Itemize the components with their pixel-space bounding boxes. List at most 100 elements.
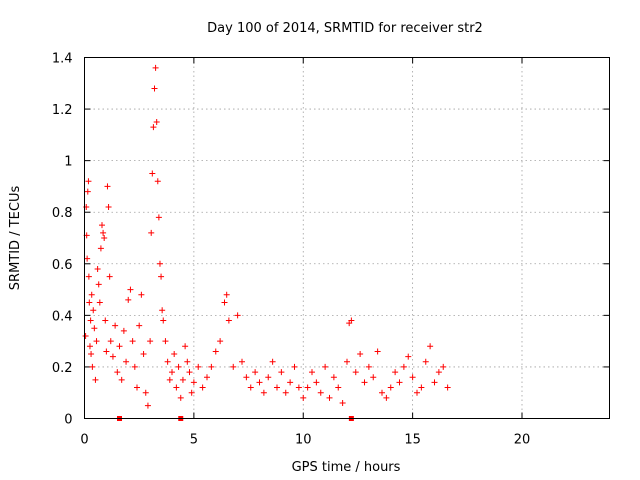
data-point [99, 222, 105, 229]
grid-layer [84, 57, 610, 419]
data-point [309, 369, 315, 376]
data-point [148, 229, 155, 236]
data-point [85, 178, 92, 185]
x-tick-label: 0 [80, 433, 88, 448]
data-point [101, 235, 108, 241]
data-point [247, 384, 254, 391]
data-series-srmtid [82, 64, 451, 421]
data-point [103, 348, 110, 355]
data-point [230, 363, 237, 370]
data-point [164, 358, 171, 365]
data-point [379, 389, 385, 396]
data-point [147, 338, 154, 345]
data-point [123, 358, 130, 365]
data-point [383, 394, 390, 401]
data-point [223, 291, 230, 298]
x-tick-label: 20 [514, 433, 531, 448]
data-point [156, 260, 163, 267]
data-point [136, 322, 143, 329]
data-point [85, 273, 92, 280]
data-point [125, 296, 132, 303]
data-point [84, 188, 91, 195]
data-point [86, 299, 93, 306]
data-point [418, 384, 425, 391]
data-point [234, 312, 241, 319]
data-point [335, 384, 342, 391]
data-point [129, 338, 136, 345]
y-tick-label: 1.4 [52, 52, 73, 67]
data-point [282, 389, 289, 396]
x-tick-label: 5 [190, 433, 198, 448]
data-point [175, 363, 182, 370]
data-point [89, 363, 96, 370]
data-point [387, 384, 394, 391]
data-point [127, 286, 134, 293]
data-point [138, 291, 145, 298]
data-point [82, 332, 89, 339]
data-point [365, 363, 372, 370]
data-point [160, 317, 167, 324]
tick-layer: 0 0.2 0.4 0.6 0.8 1 1.2 1.4 0 5 10 15 20 [52, 52, 610, 448]
data-point [131, 363, 138, 370]
data-point [94, 265, 101, 272]
data-point [265, 374, 272, 381]
data-point [348, 317, 355, 324]
plot-frame [84, 57, 610, 419]
data-point [409, 374, 416, 381]
data-point [91, 325, 98, 332]
data-point [84, 255, 91, 262]
y-tick-label: 0.8 [52, 206, 73, 221]
data-point [414, 389, 420, 396]
data-point [182, 343, 189, 350]
y-tick-label: 1.2 [52, 103, 73, 118]
data-point [221, 299, 228, 306]
data-point [300, 394, 307, 401]
data-point [151, 85, 158, 92]
data-point [171, 351, 178, 358]
data-point [435, 369, 442, 376]
data-point [154, 178, 161, 185]
data-point [291, 363, 298, 370]
data-point [188, 389, 195, 396]
data-point [444, 384, 451, 391]
data-point [239, 358, 245, 365]
data-point [134, 384, 140, 391]
data-point [304, 384, 311, 391]
data-point [107, 338, 114, 345]
data-point [256, 379, 263, 386]
data-point [140, 351, 147, 358]
data-point [150, 124, 157, 131]
data-point [204, 374, 210, 381]
data-point [159, 307, 166, 314]
data-point [109, 353, 116, 360]
data-point [274, 384, 280, 391]
data-point [287, 379, 294, 386]
data-point [195, 363, 202, 370]
data-point [179, 376, 186, 383]
data-point [190, 379, 197, 386]
data-point [169, 369, 175, 376]
data-point [361, 379, 368, 386]
data-point [87, 317, 94, 324]
data-point [93, 338, 100, 345]
data-point [162, 338, 169, 345]
data-point [370, 374, 377, 381]
data-point [199, 384, 206, 391]
data-point [400, 363, 407, 370]
data-point [431, 379, 438, 386]
data-point [177, 394, 184, 401]
data-point [208, 363, 215, 370]
y-tick-label: 0.2 [52, 361, 73, 376]
data-point [153, 118, 160, 125]
y-tick-label: 0.6 [52, 258, 73, 273]
data-point [405, 353, 412, 360]
y-tick-label: 1 [64, 155, 72, 170]
data-point [339, 400, 346, 407]
x-tick-label: 15 [404, 433, 421, 448]
data-point [225, 317, 232, 324]
data-point [352, 369, 359, 376]
data-point [88, 351, 95, 358]
data-point [330, 374, 337, 381]
data-point [243, 374, 250, 381]
data-point [326, 394, 333, 401]
